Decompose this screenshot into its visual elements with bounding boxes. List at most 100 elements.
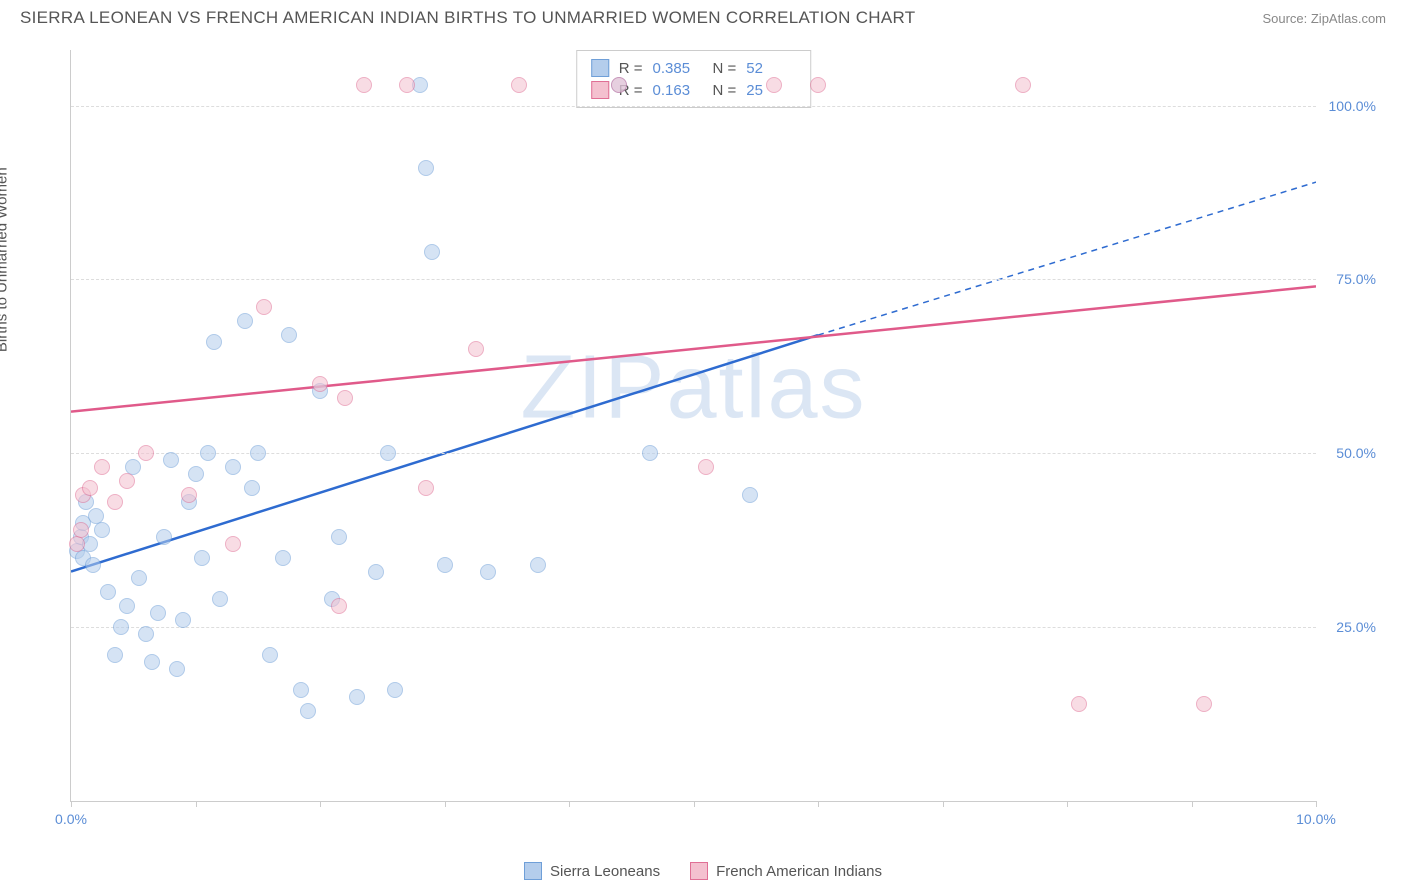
scatter-point	[169, 661, 185, 677]
scatter-point	[256, 299, 272, 315]
stats-row: R =0.385N =52	[591, 57, 797, 79]
scatter-point	[387, 682, 403, 698]
y-tick-label: 75.0%	[1336, 271, 1376, 287]
scatter-point	[293, 682, 309, 698]
scatter-point	[742, 487, 758, 503]
stat-r-label: R =	[619, 60, 643, 77]
x-tick	[943, 801, 944, 807]
scatter-point	[766, 77, 782, 93]
scatter-point	[331, 598, 347, 614]
trend-lines	[71, 50, 1316, 801]
legend-item: Sierra Leoneans	[524, 862, 660, 880]
scatter-point	[225, 459, 241, 475]
scatter-point	[1015, 77, 1031, 93]
x-tick	[818, 801, 819, 807]
scatter-point	[206, 334, 222, 350]
scatter-point	[175, 612, 191, 628]
scatter-point	[611, 77, 627, 93]
x-tick	[569, 801, 570, 807]
x-tick	[1192, 801, 1193, 807]
scatter-point	[119, 598, 135, 614]
y-tick-label: 100.0%	[1329, 98, 1376, 114]
scatter-point	[480, 564, 496, 580]
chart-source: Source: ZipAtlas.com	[1262, 11, 1386, 26]
scatter-point	[262, 647, 278, 663]
scatter-point	[368, 564, 384, 580]
scatter-point	[156, 529, 172, 545]
scatter-point	[250, 445, 266, 461]
y-tick-label: 25.0%	[1336, 619, 1376, 635]
scatter-point	[188, 466, 204, 482]
scatter-point	[349, 689, 365, 705]
chart-title: SIERRA LEONEAN VS FRENCH AMERICAN INDIAN…	[20, 8, 915, 28]
chart-header: SIERRA LEONEAN VS FRENCH AMERICAN INDIAN…	[0, 0, 1406, 32]
scatter-point	[144, 654, 160, 670]
scatter-point	[113, 619, 129, 635]
scatter-point	[331, 529, 347, 545]
series-swatch	[690, 862, 708, 880]
stat-r-value: 0.163	[653, 82, 703, 99]
chart-area: Births to Unmarried Women ZIPatlas R =0.…	[20, 40, 1386, 832]
scatter-point	[100, 584, 116, 600]
scatter-point	[418, 480, 434, 496]
scatter-point	[107, 494, 123, 510]
scatter-point	[212, 591, 228, 607]
legend-label: Sierra Leoneans	[550, 863, 660, 880]
scatter-point	[418, 160, 434, 176]
x-tick	[694, 801, 695, 807]
watermark: ZIPatlas	[520, 336, 866, 439]
trend-line-dashed	[818, 182, 1316, 335]
legend-label: French American Indians	[716, 863, 882, 880]
x-tick	[71, 801, 72, 807]
scatter-point	[73, 522, 89, 538]
scatter-point	[94, 522, 110, 538]
scatter-point	[300, 703, 316, 719]
scatter-point	[194, 550, 210, 566]
stat-r-value: 0.385	[653, 60, 703, 77]
scatter-point	[150, 605, 166, 621]
plot-area: ZIPatlas R =0.385N =52R =0.163N =25 25.0…	[70, 50, 1316, 802]
scatter-point	[138, 626, 154, 642]
scatter-point	[424, 244, 440, 260]
series-swatch	[591, 81, 609, 99]
scatter-point	[82, 480, 98, 496]
x-tick-label: 0.0%	[55, 811, 87, 827]
scatter-point	[380, 445, 396, 461]
scatter-point	[85, 557, 101, 573]
gridline	[71, 627, 1316, 628]
scatter-point	[119, 473, 135, 489]
stat-n-label: N =	[713, 82, 737, 99]
scatter-point	[69, 536, 85, 552]
scatter-point	[399, 77, 415, 93]
y-tick-label: 50.0%	[1336, 445, 1376, 461]
scatter-point	[275, 550, 291, 566]
scatter-point	[1196, 696, 1212, 712]
scatter-point	[138, 445, 154, 461]
scatter-point	[244, 480, 260, 496]
x-tick-label: 10.0%	[1296, 811, 1336, 827]
scatter-point	[698, 459, 714, 475]
gridline	[71, 106, 1316, 107]
scatter-point	[281, 327, 297, 343]
scatter-point	[107, 647, 123, 663]
stat-n-value: 52	[746, 60, 796, 77]
scatter-point	[468, 341, 484, 357]
scatter-point	[530, 557, 546, 573]
scatter-point	[163, 452, 179, 468]
x-tick	[1067, 801, 1068, 807]
legend-item: French American Indians	[690, 862, 882, 880]
series-swatch	[524, 862, 542, 880]
scatter-point	[337, 390, 353, 406]
y-axis-label: Births to Unmarried Women	[0, 167, 11, 352]
scatter-point	[200, 445, 216, 461]
x-tick	[196, 801, 197, 807]
scatter-point	[94, 459, 110, 475]
scatter-point	[225, 536, 241, 552]
x-tick	[445, 801, 446, 807]
scatter-point	[1071, 696, 1087, 712]
series-legend: Sierra Leoneans French American Indians	[524, 862, 882, 880]
scatter-point	[131, 570, 147, 586]
scatter-point	[810, 77, 826, 93]
scatter-point	[181, 487, 197, 503]
x-tick	[1316, 801, 1317, 807]
